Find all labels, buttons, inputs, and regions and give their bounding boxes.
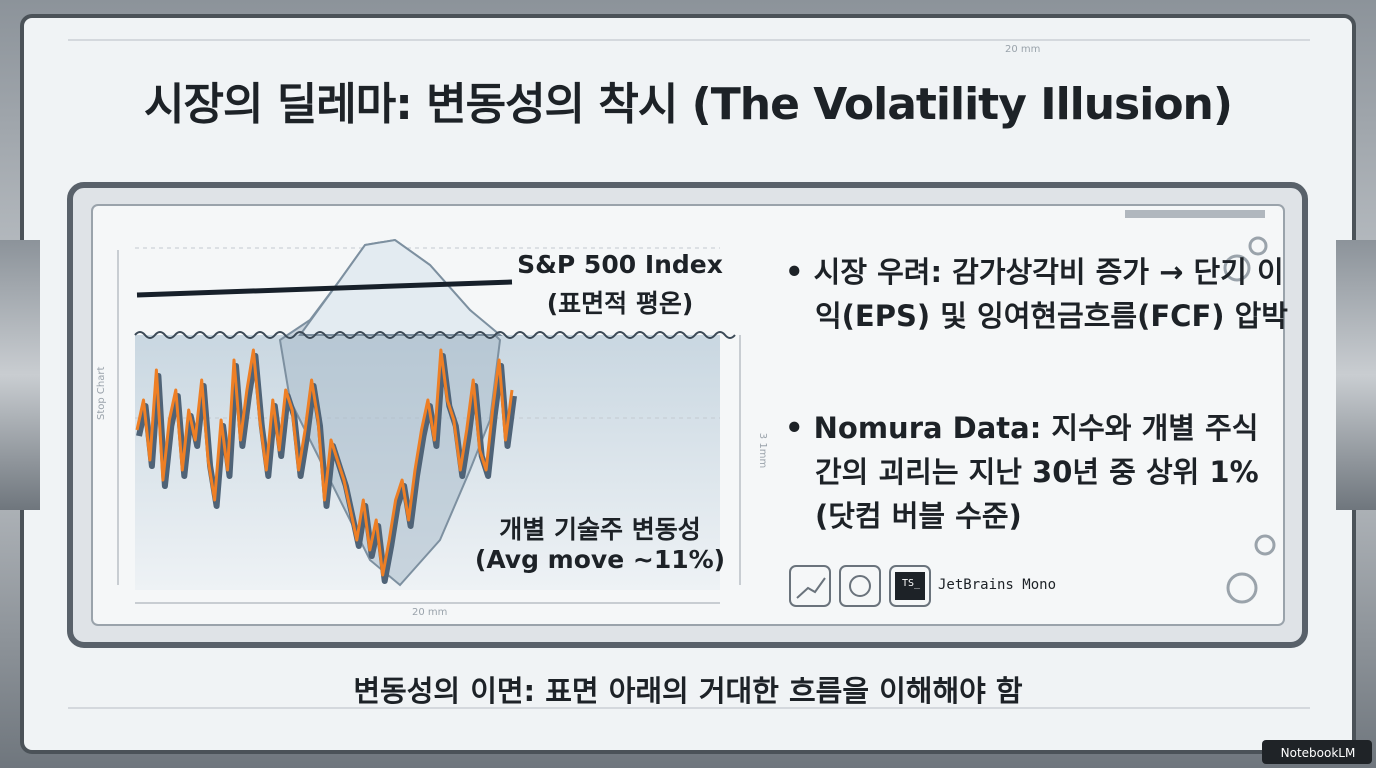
stock-label: 개별 기술주 변동성: [499, 515, 701, 544]
height-note: 3 1mm: [757, 432, 769, 469]
icon-chart: [796, 577, 826, 599]
dimension-note: 20 mm: [1005, 44, 1041, 55]
icon-box: [839, 565, 881, 607]
bullet: Nomura Data: 지수와 개별 주식 간의 괴리는 지난 30년 중 상…: [785, 406, 1295, 538]
water-surface: [134, 331, 736, 339]
icon-box: [889, 565, 931, 607]
toolbar-icons: [789, 565, 931, 607]
stock-line: [135, 348, 514, 577]
terminal-icon: [895, 572, 925, 600]
side-bracket: [0, 240, 40, 510]
index-label: S&P 500 Index: [517, 250, 723, 279]
side-bracket: [1336, 240, 1376, 510]
side-note: Stop Chart: [96, 366, 107, 420]
index-line: [136, 279, 513, 298]
font-name: JetBrains Mono: [938, 577, 1057, 593]
watermark: NotebookLM: [1281, 746, 1356, 760]
bullet: 시장 우려: 감가상각비 증가 → 단기 이익(EPS) 및 잉여현금흐름(FC…: [785, 250, 1295, 338]
index-sublabel: (표면적 평온): [546, 289, 694, 318]
stripe: [1125, 210, 1265, 218]
icon-box: [789, 565, 831, 607]
gear: [1226, 572, 1258, 604]
footer-caption: 변동성의 이면: 표면 아래의 거대한 흐름을 이해해야 함: [353, 674, 1023, 708]
watermark-bg: [1262, 740, 1372, 764]
icon-brain: [849, 575, 871, 597]
icon-text: TS_: [902, 578, 921, 589]
title: 시장의 딜레마: 변동성의 착시 (The Volatility Illusio…: [144, 79, 1233, 130]
width-note: 20 mm: [412, 607, 448, 618]
stock-sublabel: (Avg move ~11%): [474, 545, 726, 574]
